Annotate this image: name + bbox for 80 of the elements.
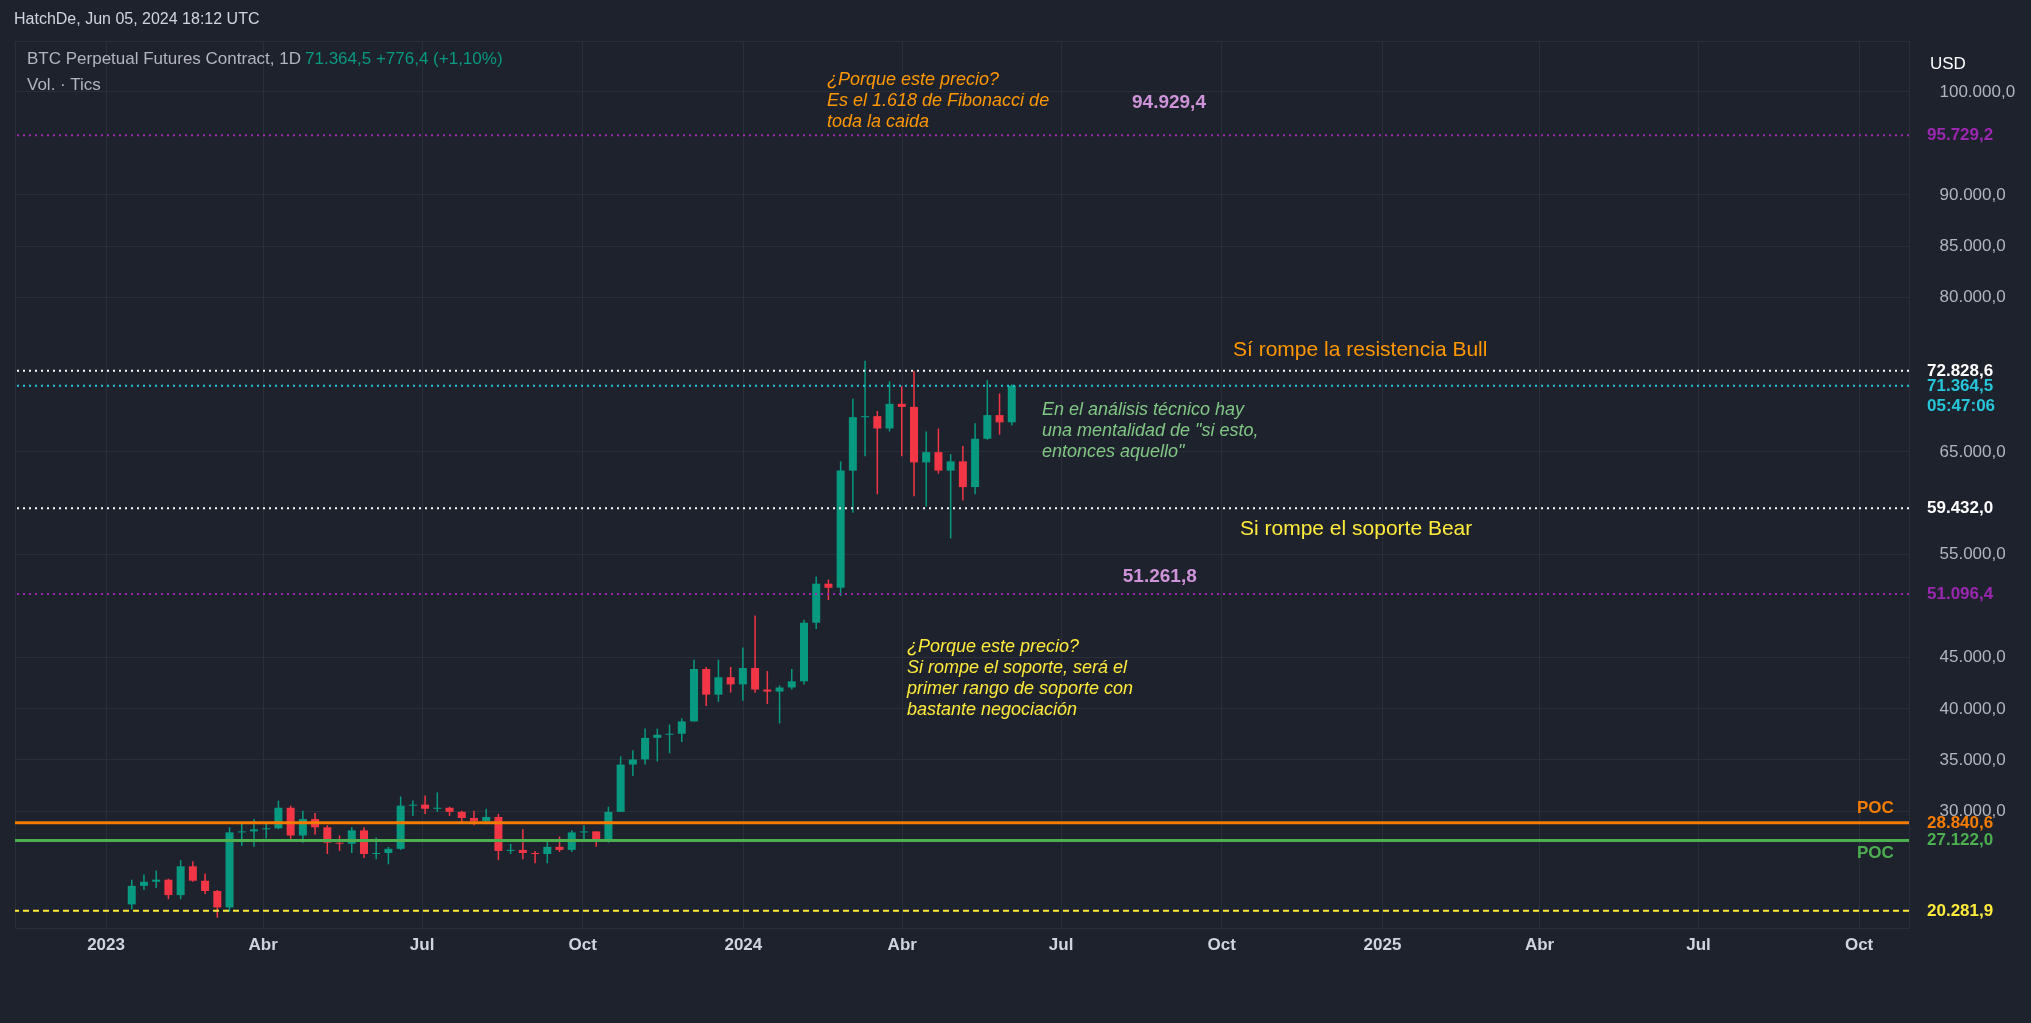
candlestick [139,873,148,891]
x-tick-label: 2024 [724,934,763,954]
y-tick-label: 100.000,0 [1939,81,2016,101]
candlestick [531,850,540,864]
text: HatchDe, Jun 05, 2024 18:12 UTC [14,10,260,27]
candlestick [408,799,417,817]
candlestick [579,824,588,841]
annotation: ¿Porque este precio? Es el 1.618 de Fibonacci de toda la caida [827,69,1050,131]
candlestick [922,430,931,508]
y-tick-label: 55.000,0 [1939,544,2006,564]
candlestick [897,385,906,457]
candlestick [946,453,955,540]
candlestick [152,869,161,889]
x-tick-label: Jul [409,934,435,954]
x-tick-label: 2023 [87,934,125,954]
text: USD [1930,54,1966,73]
candlestick [518,828,527,860]
candlestick [433,791,442,813]
candlestick [653,727,662,763]
candlestick [188,860,197,883]
annotation: 51.261,8 [1122,565,1197,587]
x-tick-label: Abr [1524,934,1555,954]
candlestick [164,877,173,900]
x-tick-label: Jul [1686,934,1711,954]
candlestick [665,723,674,755]
candlestick [983,379,992,441]
x-tick-label: Oct [1207,934,1237,954]
candlestick [262,822,271,840]
candlestick [726,666,735,694]
candlestick [775,684,784,725]
annotation: POC [1857,798,1894,817]
annotation: POC [1857,843,1894,862]
candlestick [421,794,430,815]
x-tick-label: Jul [1048,934,1074,954]
candlestick [824,578,833,601]
candlestick [372,836,381,860]
candlestick [787,668,796,691]
text: 71.364,5 +776,4 (+1,10%) [305,49,503,68]
ref-line-label: 27.122,0 [1927,830,1994,850]
candlestick [861,359,870,457]
x-tick-label: Oct [1844,934,1874,954]
y-tick-label: 80.000,0 [1939,287,2006,307]
annotation: Sí rompe la resistencia Bull [1233,337,1488,360]
annotation: En el análisis técnico hay una mentalidad de "si esto, entonces aquello" [1042,399,1259,461]
candlestick [873,410,882,496]
y-tick-label: 85.000,0 [1939,236,2006,256]
candlestick [763,670,772,705]
x-tick-label: Oct [568,934,598,954]
candlestick [127,878,136,911]
annotation: 94.929,4 [1132,91,1207,112]
candlestick [641,727,650,766]
annotation: Vol. · Tics [27,75,101,94]
x-tick-label: Abr [887,934,918,954]
y-tick-label: 35.000,0 [1939,749,2006,769]
y-tick-label: 90.000,0 [1939,184,2006,204]
y-tick-label: 40.000,0 [1939,698,2006,718]
candlestick [213,889,222,919]
candlestick [543,840,552,864]
y-tick-label: 65.000,0 [1939,441,2006,461]
annotation: Si rompe el soporte Bear [1240,516,1473,539]
candlestick [201,872,210,895]
candlestick [714,658,723,703]
candlestick [738,646,747,702]
candlestick [751,614,760,694]
candlestick [995,392,1004,436]
ref-line-label: 20.281,9 [1927,900,1994,920]
ref-line-label: 51.096,4 [1927,584,1994,603]
text: BTC Perpetual Futures Contract, 1D [27,49,302,68]
x-tick-label: Abr [248,934,279,954]
candlestick [237,821,246,847]
annotation: ¿Porque este precio? Si rompe el soporte, será el primer rango de soporte con bastante negociación [906,636,1134,719]
ref-line-label: 59.432,0 [1927,498,1994,518]
candlestick [628,749,637,777]
text: 05:47:06 [1927,396,1996,415]
candlestick [249,818,258,848]
y-tick-label: 45.000,0 [1939,647,2006,667]
candlestick [934,427,943,475]
x-tick-label: 2025 [1363,934,1402,954]
candlestick [677,717,686,743]
ref-line-label: 95.729,2 [1927,125,1994,145]
